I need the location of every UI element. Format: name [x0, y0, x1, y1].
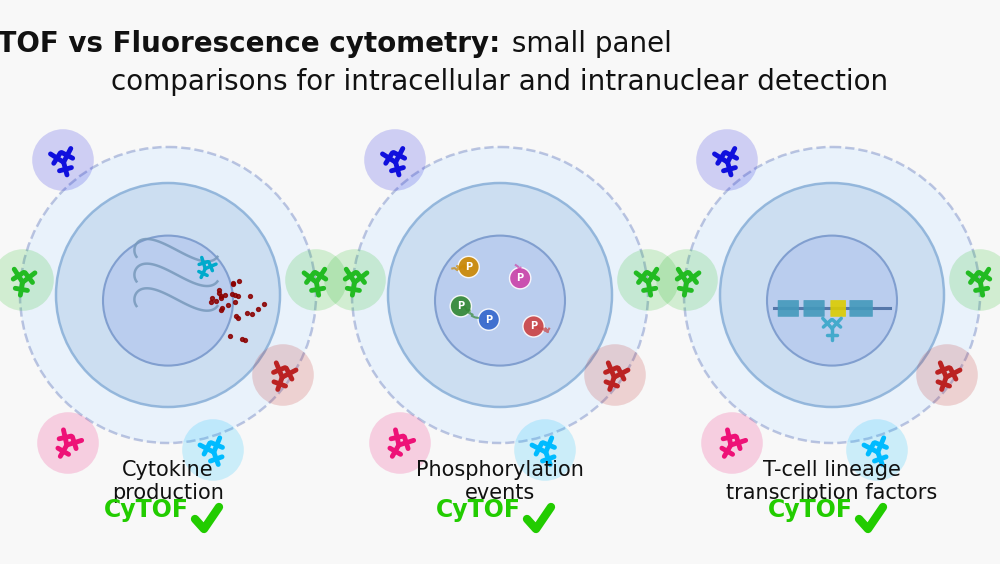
Circle shape — [252, 344, 314, 406]
Circle shape — [324, 249, 386, 311]
Circle shape — [56, 183, 280, 407]
Circle shape — [696, 129, 758, 191]
FancyBboxPatch shape — [778, 300, 799, 317]
Text: comparisons for intracellular and intranuclear detection: comparisons for intracellular and intran… — [111, 68, 889, 96]
Circle shape — [388, 183, 612, 407]
Circle shape — [916, 344, 978, 406]
Circle shape — [846, 419, 908, 481]
Text: CyTOF: CyTOF — [768, 498, 852, 522]
Circle shape — [514, 419, 576, 481]
Circle shape — [656, 249, 718, 311]
Circle shape — [0, 249, 54, 311]
Text: Phosphorylation
events: Phosphorylation events — [416, 460, 584, 503]
Text: P: P — [485, 315, 492, 325]
FancyBboxPatch shape — [804, 300, 825, 317]
Text: Cytokine
production: Cytokine production — [112, 460, 224, 503]
FancyBboxPatch shape — [849, 300, 873, 317]
Circle shape — [32, 129, 94, 191]
Circle shape — [523, 316, 544, 337]
Circle shape — [20, 147, 316, 443]
Circle shape — [450, 296, 471, 317]
Circle shape — [701, 412, 763, 474]
Text: CyTOF vs Fluorescence cytometry:: CyTOF vs Fluorescence cytometry: — [0, 30, 500, 58]
Text: CyTOF: CyTOF — [436, 498, 520, 522]
Circle shape — [458, 257, 479, 277]
Circle shape — [103, 236, 233, 365]
Text: CyTOF: CyTOF — [104, 498, 188, 522]
Circle shape — [352, 147, 648, 443]
Circle shape — [369, 412, 431, 474]
Text: P: P — [517, 273, 524, 283]
Text: small panel: small panel — [503, 30, 672, 58]
Circle shape — [617, 249, 679, 311]
Circle shape — [767, 236, 897, 365]
Circle shape — [720, 183, 944, 407]
FancyBboxPatch shape — [830, 300, 846, 317]
Text: T-cell lineage
transcription factors: T-cell lineage transcription factors — [726, 460, 938, 503]
Circle shape — [510, 267, 531, 289]
Circle shape — [949, 249, 1000, 311]
Circle shape — [285, 249, 347, 311]
Circle shape — [435, 236, 565, 365]
Circle shape — [478, 309, 499, 331]
Circle shape — [364, 129, 426, 191]
Circle shape — [584, 344, 646, 406]
Text: P: P — [465, 262, 472, 272]
Circle shape — [684, 147, 980, 443]
Circle shape — [182, 419, 244, 481]
Text: P: P — [457, 301, 464, 311]
Circle shape — [37, 412, 99, 474]
Text: P: P — [530, 321, 537, 332]
